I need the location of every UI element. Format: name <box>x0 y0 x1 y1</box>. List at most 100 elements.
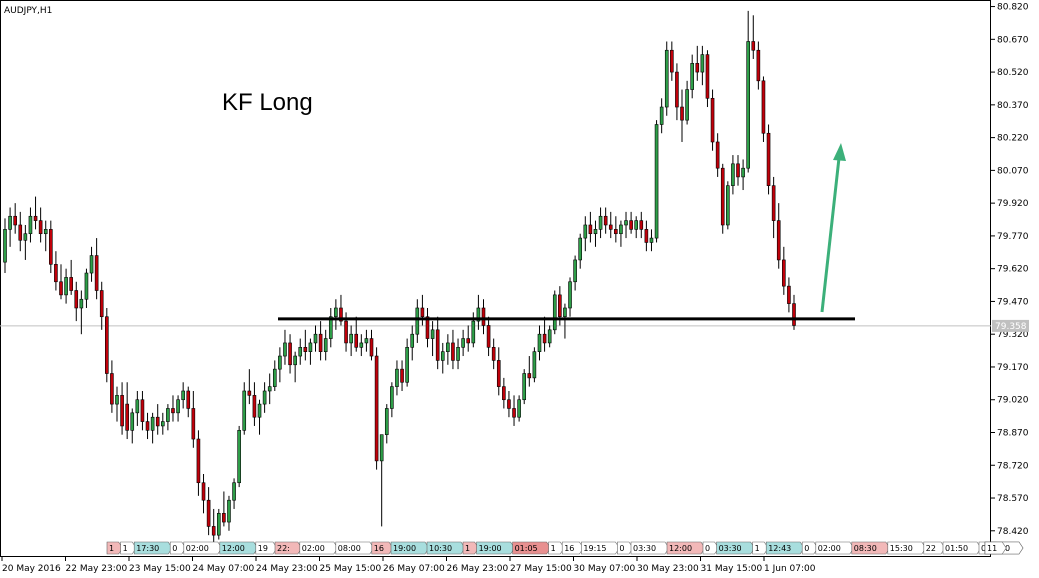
event-marker[interactable]: 17:30 <box>133 541 173 555</box>
event-marker[interactable]: 12:00 <box>666 541 706 555</box>
candle <box>267 373 272 405</box>
y-tick-label: 79.770 <box>997 232 1029 242</box>
candle-body-down <box>466 338 471 344</box>
candle <box>741 159 745 191</box>
candle-body-up <box>161 421 165 427</box>
event-marker[interactable]: 01:50 <box>942 541 982 555</box>
candle-body-down <box>425 316 430 339</box>
event-marker[interactable]: 22 <box>923 541 946 555</box>
event-marker-label: 12:43 <box>768 544 791 553</box>
candle <box>685 80 689 125</box>
candle <box>435 316 440 370</box>
candle <box>527 356 532 387</box>
candle-body-up <box>634 220 639 230</box>
event-marker-label: 19:00 <box>393 544 416 553</box>
event-marker[interactable]: 10:30 <box>426 541 466 555</box>
candle-body-down <box>771 185 776 221</box>
event-marker[interactable]: 03:30 <box>630 541 670 555</box>
event-marker-label: 02:00 <box>186 544 209 553</box>
candle <box>776 203 781 269</box>
candle <box>664 41 669 116</box>
candle-body-up <box>552 294 557 331</box>
event-marker[interactable]: 15:30 <box>887 541 927 555</box>
candle-body-up <box>379 434 384 462</box>
candle <box>354 316 359 352</box>
candle <box>125 382 129 440</box>
candle-body-up <box>84 272 89 300</box>
candle <box>89 246 94 282</box>
candle-body-down <box>670 49 674 73</box>
candle <box>578 233 583 269</box>
event-marker[interactable]: 03:30 <box>716 541 755 555</box>
candle <box>542 316 547 352</box>
candle <box>731 155 735 195</box>
event-marker[interactable]: 19:00 <box>476 541 515 555</box>
candle-body-down <box>542 333 547 344</box>
event-marker[interactable]: 08:00 <box>335 541 375 555</box>
candle-body-down <box>99 290 104 318</box>
candle <box>196 430 201 496</box>
event-marker[interactable]: 12:00 <box>219 541 259 555</box>
event-marker[interactable]: 01:05 <box>512 541 551 555</box>
event-marker[interactable]: 22: <box>274 541 303 555</box>
candle <box>410 325 415 361</box>
candle-body-up <box>476 307 481 322</box>
candle-body-up <box>176 399 180 414</box>
candle <box>298 338 303 365</box>
candle <box>334 299 338 330</box>
event-marker[interactable]: 02:00 <box>183 541 223 555</box>
event-marker[interactable]: 16 <box>561 541 584 555</box>
event-marker-label: 08:30 <box>854 544 877 553</box>
candle <box>313 325 318 352</box>
candle-body-up <box>471 320 476 344</box>
candle-body-up <box>359 342 364 348</box>
candle <box>140 390 145 431</box>
y-tick-label: 79.020 <box>997 396 1029 406</box>
candle <box>659 98 664 134</box>
candle-body-down <box>491 347 496 361</box>
candle <box>64 268 68 304</box>
event-marker[interactable]: 02:00 <box>815 541 855 555</box>
candle <box>736 155 740 186</box>
candle-body-up <box>456 347 460 361</box>
event-marker-label: 01:05 <box>515 544 538 553</box>
candle <box>74 281 79 322</box>
candle <box>400 360 404 391</box>
y-tick-label: 79.470 <box>997 297 1029 307</box>
candle-body-up <box>522 373 527 401</box>
candle-body-down <box>374 355 379 462</box>
x-tick-label: 30 May 23:00 <box>637 564 699 574</box>
event-marker[interactable]: 16 <box>371 541 394 555</box>
y-tick-label: 78.870 <box>997 428 1029 438</box>
candle <box>120 382 124 435</box>
candle-body-up <box>532 351 537 379</box>
event-marker[interactable]: 12:43 <box>765 541 805 555</box>
candle <box>522 369 527 405</box>
event-marker[interactable]: 19 <box>255 541 278 555</box>
candle <box>512 395 516 426</box>
x-axis: 20 May 2016 22 May 23:00 23 May 15:00 24 Ma… <box>1 557 816 574</box>
event-marker[interactable]: 11 <box>984 541 1007 555</box>
candle <box>145 412 150 440</box>
candle <box>323 329 328 361</box>
candle <box>654 120 659 243</box>
event-marker[interactable]: 19:15 <box>581 541 620 555</box>
candle <box>746 10 750 173</box>
candle <box>374 347 379 470</box>
candle-body-down <box>344 320 348 344</box>
x-tick-label: 24 May 23:00 <box>256 564 318 574</box>
candle <box>634 216 639 239</box>
candle <box>110 360 114 413</box>
event-marker[interactable]: 02:00 <box>299 541 339 555</box>
event-marker[interactable]: 08:30 <box>851 541 891 555</box>
candle-body-down <box>486 325 491 348</box>
candle-body-up <box>3 229 7 263</box>
candle-body-down <box>639 220 644 230</box>
event-marker[interactable]: 19:00 <box>390 541 430 555</box>
candle-body-down <box>13 215 17 226</box>
plot-frame <box>0 0 991 557</box>
candle-body-down <box>125 403 129 431</box>
candle <box>293 351 297 383</box>
candle <box>13 203 17 234</box>
